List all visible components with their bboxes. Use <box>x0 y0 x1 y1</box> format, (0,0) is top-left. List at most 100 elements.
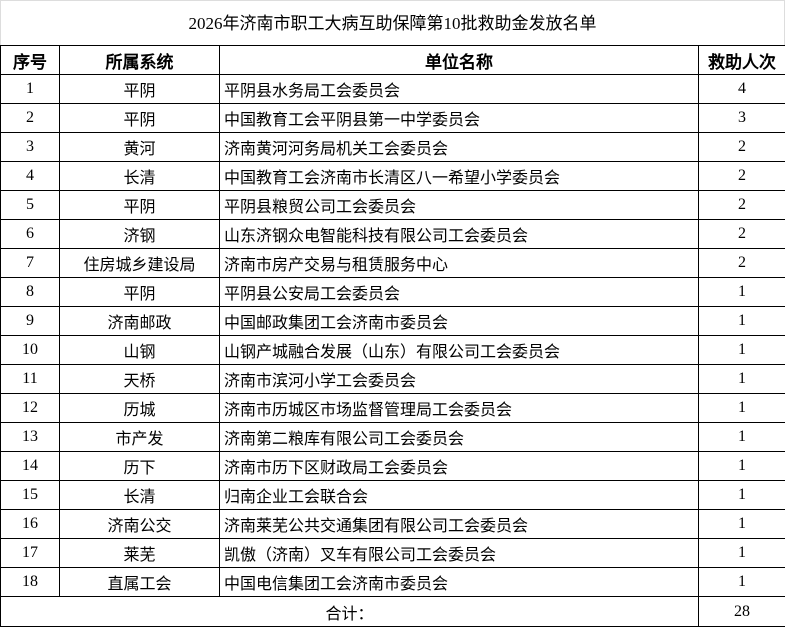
row-count: 1 <box>699 539 785 568</box>
row-index: 11 <box>1 365 60 394</box>
row-unit-name: 中国邮政集团工会济南市委员会 <box>220 307 699 336</box>
row-system: 历城 <box>60 394 220 423</box>
document-title: 2026年济南市职工大病互助保障第10批救助金发放名单 <box>0 0 785 45</box>
row-index: 15 <box>1 481 60 510</box>
row-system: 长清 <box>60 481 220 510</box>
row-system: 莱芜 <box>60 539 220 568</box>
row-count: 4 <box>699 75 785 104</box>
row-unit-name: 中国教育工会平阴县第一中学委员会 <box>220 104 699 133</box>
row-count: 3 <box>699 104 785 133</box>
row-system: 济南邮政 <box>60 307 220 336</box>
row-system: 长清 <box>60 162 220 191</box>
row-unit-name: 凯傲（济南）叉车有限公司工会委员会 <box>220 539 699 568</box>
row-index: 10 <box>1 336 60 365</box>
row-index: 5 <box>1 191 60 220</box>
row-unit-name: 山东济钢众电智能科技有限公司工会委员会 <box>220 220 699 249</box>
row-index: 18 <box>1 568 60 597</box>
header-system: 所属系统 <box>60 46 220 75</box>
row-index: 16 <box>1 510 60 539</box>
row-index: 3 <box>1 133 60 162</box>
row-system: 平阴 <box>60 191 220 220</box>
row-unit-name: 济南市历下区财政局工会委员会 <box>220 452 699 481</box>
row-index: 2 <box>1 104 60 133</box>
row-system: 天桥 <box>60 365 220 394</box>
row-system: 历下 <box>60 452 220 481</box>
total-value: 28 <box>699 597 785 627</box>
row-index: 1 <box>1 75 60 104</box>
row-unit-name: 归南企业工会联合会 <box>220 481 699 510</box>
row-count: 1 <box>699 568 785 597</box>
row-count: 1 <box>699 481 785 510</box>
header-row: 序号 所属系统 单位名称 救助人次 <box>1 46 785 75</box>
total-label: 合计： <box>1 597 699 627</box>
row-index: 4 <box>1 162 60 191</box>
row-count: 1 <box>699 307 785 336</box>
row-unit-name: 济南莱芜公共交通集团有限公司工会委员会 <box>220 510 699 539</box>
row-unit-name: 平阴县粮贸公司工会委员会 <box>220 191 699 220</box>
row-index: 7 <box>1 249 60 278</box>
row-unit-name: 济南市房产交易与租赁服务中心 <box>220 249 699 278</box>
row-index: 17 <box>1 539 60 568</box>
row-system: 住房城乡建设局 <box>60 249 220 278</box>
row-count: 1 <box>699 510 785 539</box>
row-count: 1 <box>699 394 785 423</box>
row-system: 济南公交 <box>60 510 220 539</box>
row-count: 2 <box>699 191 785 220</box>
header-index: 序号 <box>1 46 60 75</box>
row-count: 1 <box>699 423 785 452</box>
row-system: 山钢 <box>60 336 220 365</box>
row-index: 9 <box>1 307 60 336</box>
row-count: 1 <box>699 278 785 307</box>
row-unit-name: 济南市历城区市场监督管理局工会委员会 <box>220 394 699 423</box>
row-system: 市产发 <box>60 423 220 452</box>
row-unit-name: 济南市滨河小学工会委员会 <box>220 365 699 394</box>
row-system: 黄河 <box>60 133 220 162</box>
row-unit-name: 山钢产城融合发展（山东）有限公司工会委员会 <box>220 336 699 365</box>
total-row: 合计： 28 <box>1 597 785 627</box>
row-unit-name: 平阴县水务局工会委员会 <box>220 75 699 104</box>
row-unit-name: 中国教育工会济南市长清区八一希望小学委员会 <box>220 162 699 191</box>
row-index: 8 <box>1 278 60 307</box>
row-system: 直属工会 <box>60 568 220 597</box>
row-unit-name: 济南黄河河务局机关工会委员会 <box>220 133 699 162</box>
row-system: 平阴 <box>60 104 220 133</box>
row-count: 2 <box>699 249 785 278</box>
row-count: 1 <box>699 336 785 365</box>
row-system: 济钢 <box>60 220 220 249</box>
row-count: 2 <box>699 133 785 162</box>
row-unit-name: 济南第二粮库有限公司工会委员会 <box>220 423 699 452</box>
row-index: 14 <box>1 452 60 481</box>
row-count: 1 <box>699 452 785 481</box>
row-count: 1 <box>699 365 785 394</box>
row-unit-name: 平阴县公安局工会委员会 <box>220 278 699 307</box>
row-index: 6 <box>1 220 60 249</box>
header-unit-name: 单位名称 <box>220 46 699 75</box>
row-count: 2 <box>699 162 785 191</box>
row-count: 2 <box>699 220 785 249</box>
row-system: 平阴 <box>60 75 220 104</box>
header-count: 救助人次 <box>699 46 785 75</box>
row-system: 平阴 <box>60 278 220 307</box>
row-unit-name: 中国电信集团工会济南市委员会 <box>220 568 699 597</box>
row-index: 13 <box>1 423 60 452</box>
row-index: 12 <box>1 394 60 423</box>
